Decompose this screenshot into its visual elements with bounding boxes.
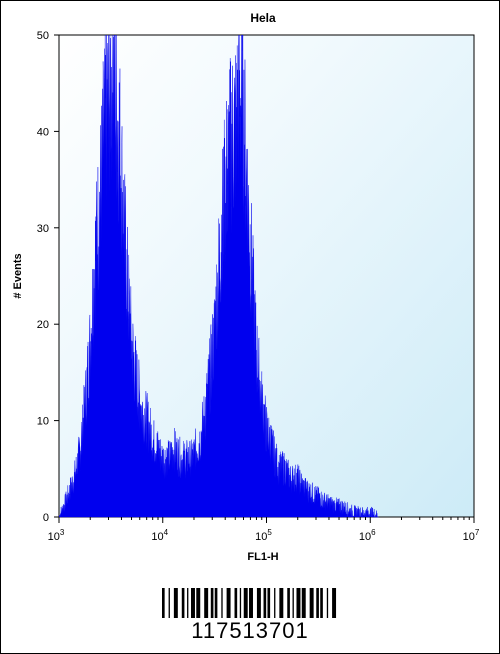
barcode-bar xyxy=(221,588,223,618)
barcode-number: 117513701 xyxy=(191,618,309,643)
barcode-bar xyxy=(263,588,267,618)
barcode-bar xyxy=(326,588,329,618)
barcode-bar xyxy=(332,588,337,618)
barcode-bar xyxy=(309,588,314,618)
barcode-bar xyxy=(279,588,284,618)
barcode-bar xyxy=(301,588,306,618)
x-tick-label: 105 xyxy=(255,528,272,543)
barcode-bar xyxy=(210,588,214,618)
barcode-bar xyxy=(214,588,218,618)
y-tick-label: 40 xyxy=(37,126,49,138)
x-tick-label: 103 xyxy=(48,528,65,543)
x-tick-label: 106 xyxy=(359,528,376,543)
x-tick-label: 107 xyxy=(463,528,480,543)
barcode-bar xyxy=(287,588,290,618)
barcode-bar xyxy=(267,588,271,618)
barcode-bar xyxy=(196,588,201,618)
barcode-bar xyxy=(234,588,238,618)
barcode-bar xyxy=(316,588,319,618)
barcode-bar xyxy=(187,588,189,618)
x-axis-label: FL1-H xyxy=(247,551,278,563)
x-tick-label: 104 xyxy=(151,528,168,543)
y-tick-label: 50 xyxy=(37,30,49,42)
barcode-bar xyxy=(162,588,165,618)
barcode-bar xyxy=(226,588,231,618)
barcode-bar xyxy=(173,588,178,618)
barcode-bar xyxy=(249,588,253,618)
y-tick-label: 20 xyxy=(37,319,49,331)
barcode xyxy=(162,588,337,618)
barcode-bar xyxy=(191,588,195,618)
barcode-bar xyxy=(320,588,323,618)
y-tick-label: 0 xyxy=(43,512,49,524)
y-axis-label: # Events xyxy=(12,253,24,298)
y-tick-label: 30 xyxy=(37,223,49,235)
barcode-bar xyxy=(181,588,185,618)
y-axis-ticks: 0 10 20 30 40 50 xyxy=(37,30,59,524)
barcode-bar xyxy=(292,588,294,618)
barcode-bar xyxy=(239,588,242,618)
barcode-bar xyxy=(256,588,261,618)
barcode-bar xyxy=(204,588,209,618)
barcode-bar xyxy=(168,588,170,618)
y-tick-label: 10 xyxy=(37,416,49,428)
barcode-bar xyxy=(274,588,276,618)
histogram-area xyxy=(58,34,379,518)
chart-title: Hela xyxy=(250,11,276,25)
barcode-bar xyxy=(296,588,301,618)
x-axis-ticks: 103 104 105 106 107 xyxy=(48,517,480,543)
barcode-bar xyxy=(243,588,248,618)
